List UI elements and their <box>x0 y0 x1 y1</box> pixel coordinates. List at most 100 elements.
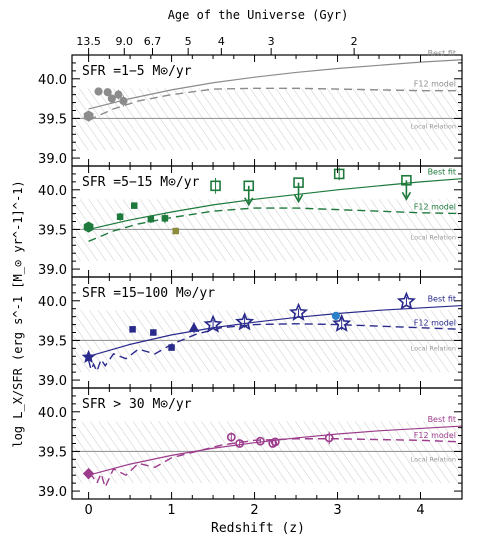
top-tick-label: 2 <box>351 35 358 48</box>
data-point-3 <box>150 329 157 336</box>
data-point-4 <box>168 344 175 351</box>
data-point-10 <box>333 168 345 180</box>
local-relation-label: Local Relation <box>411 122 456 130</box>
bottom-axis-ticks: 0 1 2 3 4 <box>84 503 424 518</box>
data-point-6 <box>119 96 128 106</box>
top-tick-label: 6.7 <box>144 35 162 48</box>
data-point-8 <box>243 180 255 192</box>
data-point-1 <box>83 110 94 122</box>
panel-title: SFR =5−15 M⊙/yr <box>82 175 200 190</box>
data-point-4 <box>107 94 116 103</box>
data-point-5 <box>188 322 200 332</box>
data-point-8 <box>288 302 309 321</box>
panel-3: 39.0 39.5 40.0 SFR =15−100 M⊙/yr Best fit F12… <box>38 276 463 389</box>
data-point-7 <box>210 180 221 192</box>
best-fit-label: Best fit <box>428 415 456 424</box>
top-axis-title: Age of the Universe (Gyr) <box>168 8 349 22</box>
f12-model-label: F12 model <box>414 80 456 89</box>
panel-4: 39.0 39.5 40.0 SFR > 30 M⊙/yr Best fit F12 mo… <box>38 387 463 500</box>
bottom-redshift-axis: 0 1 2 3 4 Redshift (z) <box>84 503 424 536</box>
panel-ticks: 39.0 39.5 40.0 <box>38 55 462 167</box>
panel-title: SFR =15−100 M⊙/yr <box>82 286 215 301</box>
data-point-2 <box>94 87 103 96</box>
x-tick-label: 0 <box>84 503 92 518</box>
local-relation-band <box>72 421 462 484</box>
data-point-6 <box>172 227 179 235</box>
top-tick-label: 13.5 <box>76 35 101 48</box>
y-tick-label: 39.5 <box>38 334 67 349</box>
panel-ticks: 39.0 39.5 40.0 <box>38 388 462 500</box>
upper-limit-arrow <box>244 197 254 207</box>
data-point-7 <box>235 312 255 331</box>
panel-1: 39.0 39.5 40.0 SFR =1−5 M⊙/yr Best fit F12 mo… <box>38 49 463 167</box>
data-point-3 <box>103 88 112 97</box>
y-tick-label: 39.5 <box>38 223 67 238</box>
data-point-3 <box>130 202 138 209</box>
panel-ticks: 39.0 39.5 40.0 <box>38 277 462 389</box>
y-tick-label: 39.0 <box>38 485 67 500</box>
data-points <box>83 87 128 122</box>
data-points <box>81 291 416 363</box>
data-point-4 <box>255 436 265 446</box>
top-tick-label: 9.0 <box>116 35 134 48</box>
y-tick-label: 39.0 <box>38 374 67 389</box>
data-point-3 <box>235 439 245 448</box>
f12-model-label: F12 model <box>414 318 456 327</box>
data-point-2 <box>116 213 124 220</box>
data-point-10 <box>332 313 352 332</box>
data-point-11 <box>396 291 416 310</box>
x-axis-title: Redshift (z) <box>211 521 305 536</box>
f12-model-label: F12 model <box>414 431 456 440</box>
best-fit-label: Best fit <box>428 295 456 304</box>
data-point-11 <box>401 174 412 186</box>
best-fit-label: Best fit <box>428 49 456 58</box>
panel-2: 39.0 39.5 40.0 SFR =5−15 M⊙/yr Best fit F12 m… <box>38 165 463 278</box>
panel-title: SFR > 30 M⊙/yr <box>82 397 192 412</box>
local-relation-band <box>72 310 462 373</box>
data-point-9 <box>293 177 304 188</box>
local-relation-band <box>72 199 462 262</box>
local-relation-label: Local Relation <box>411 455 456 463</box>
panel-ticks: 39.0 39.5 40.0 <box>38 166 462 278</box>
upper-limit-arrow <box>293 194 304 204</box>
data-point-1 <box>83 221 94 233</box>
best-fit-label: Best fit <box>428 168 456 177</box>
data-point-4 <box>147 215 155 223</box>
local-relation-label: Local Relation <box>411 344 456 352</box>
top-tick-label: 4 <box>218 35 225 48</box>
data-point-6 <box>270 437 280 447</box>
data-point-6 <box>203 314 223 333</box>
data-point-5 <box>114 90 123 99</box>
data-point-2 <box>226 432 236 442</box>
data-points <box>83 167 412 235</box>
y-axis-title: log L_X/SFR (erg s^-1 [M_⊙ yr^-1]^-1) <box>11 180 25 447</box>
top-axis-ticks: 13.5 9.0 6.7 5 4 3 2 <box>76 35 358 55</box>
data-point-5 <box>161 215 169 222</box>
data-point-1 <box>82 467 95 480</box>
f12-model-line <box>88 207 462 242</box>
local-relation-band <box>72 88 462 151</box>
panel-title: SFR =1−5 M⊙/yr <box>82 64 192 79</box>
data-point-2 <box>129 326 136 333</box>
y-tick-label: 40.0 <box>38 184 67 199</box>
local-relation-label: Local Relation <box>411 233 456 241</box>
y-tick-label: 39.5 <box>38 112 67 127</box>
panels: 39.0 39.5 40.0 SFR =1−5 M⊙/yr Best fit F12 mo… <box>38 49 463 500</box>
best-fit-line <box>88 59 462 110</box>
model-curves <box>88 59 462 121</box>
top-tick-label: 5 <box>185 35 192 48</box>
f12-model-label: F12 model <box>414 203 456 212</box>
x-tick-label: 1 <box>167 503 175 518</box>
data-points <box>82 431 334 480</box>
data-point-9 <box>331 311 340 320</box>
top-age-axis: Age of the Universe (Gyr) 13.5 9.0 6.7 5 4 3 2 <box>76 8 358 55</box>
best-fit-line <box>88 304 462 357</box>
data-point-7 <box>324 433 334 443</box>
x-tick-label: 3 <box>333 503 341 518</box>
upper-limit-arrow <box>401 191 412 201</box>
y-tick-label: 40.0 <box>38 295 67 310</box>
top-tick-label: 3 <box>268 35 275 48</box>
y-tick-label: 39.5 <box>38 445 67 460</box>
y-tick-label: 39.0 <box>38 152 67 167</box>
f12-model-line <box>88 87 462 121</box>
